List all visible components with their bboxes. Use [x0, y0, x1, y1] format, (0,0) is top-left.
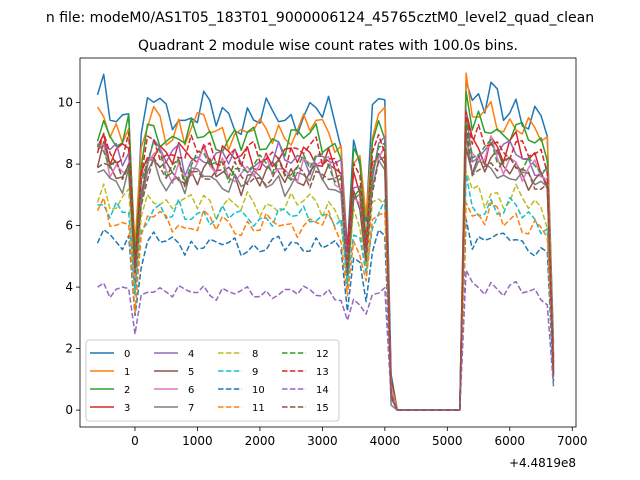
legend-label-3: 3 — [124, 403, 130, 414]
legend-label-13: 13 — [316, 367, 329, 378]
x-tick-label: 3000 — [307, 434, 338, 448]
series-layer — [96, 72, 555, 411]
series-11-line — [96, 197, 555, 411]
legend-label-6: 6 — [188, 385, 194, 396]
legend-label-4: 4 — [188, 349, 194, 360]
series-15-line — [97, 124, 555, 411]
y-axis: 0 2 4 6 8 10 — [58, 96, 80, 417]
legend-label-0: 0 — [124, 349, 130, 360]
series-3-line — [96, 111, 555, 411]
legend-label-9: 9 — [252, 367, 258, 378]
y-tick-label: 2 — [65, 342, 73, 356]
x-axis: 0 1000 2000 3000 4000 5000 6000 7000 — [131, 427, 588, 448]
legend-box — [85, 339, 340, 422]
x-tick-label: 4000 — [370, 434, 401, 448]
y-tick-label: 6 — [65, 219, 73, 233]
series-9-line — [97, 173, 555, 411]
x-tick-label: 5000 — [432, 434, 463, 448]
legend-label-10: 10 — [252, 385, 265, 396]
series-2-line — [96, 90, 555, 411]
x-offset-label: +4.4819e8 — [509, 456, 576, 470]
chart-suptitle: n file: modeM0/AS1T05_183T01_9000006124_… — [46, 10, 594, 26]
series-12-line — [96, 117, 555, 411]
series-5-line — [96, 140, 555, 411]
series-14-line — [97, 269, 555, 411]
series-13-line — [96, 111, 555, 411]
y-tick-label: 10 — [58, 96, 73, 110]
y-tick-label: 0 — [65, 403, 73, 417]
y-tick-label: 4 — [65, 280, 73, 294]
x-tick-label: 7000 — [557, 434, 588, 448]
series-8-line — [96, 170, 555, 411]
x-tick-label: 6000 — [495, 434, 526, 448]
plot-frame — [79, 57, 577, 428]
x-tick-label: 2000 — [245, 434, 276, 448]
legend-label-8: 8 — [252, 349, 258, 360]
legend-label-14: 14 — [316, 385, 329, 396]
legend-label-15: 15 — [316, 403, 329, 414]
x-tick-label: 1000 — [182, 434, 213, 448]
chart-title: Quadrant 2 module wise count rates with … — [138, 38, 518, 54]
series-0-line — [96, 73, 555, 411]
x-tick-label: 0 — [131, 434, 139, 448]
legend-label-1: 1 — [124, 367, 130, 378]
legend-label-11: 11 — [252, 403, 265, 414]
legend-label-7: 7 — [188, 403, 194, 414]
series-10-line — [96, 218, 555, 411]
y-tick-label: 8 — [65, 157, 73, 171]
legend-label-5: 5 — [188, 367, 194, 378]
series-7-line — [97, 134, 555, 411]
legend-label-2: 2 — [124, 385, 130, 396]
legend-label-12: 12 — [316, 349, 329, 360]
